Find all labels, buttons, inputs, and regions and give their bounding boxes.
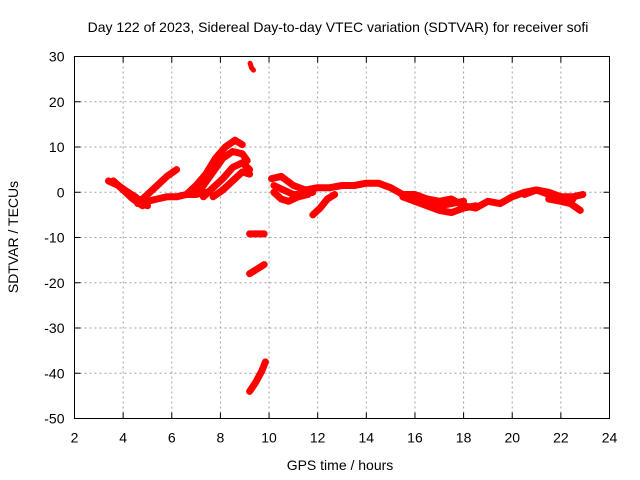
series-trace-early-3 xyxy=(134,166,181,208)
x-tick-label: 16 xyxy=(407,430,423,446)
grid xyxy=(74,56,610,419)
series-trace-midday-4 xyxy=(270,182,317,198)
series-trace-morning-4 xyxy=(209,168,254,201)
y-tick-label: -10 xyxy=(44,230,64,246)
series-trace-midday-3 xyxy=(309,191,339,219)
x-tick-label: 22 xyxy=(553,430,569,446)
x-tick-label: 2 xyxy=(71,430,79,446)
data-series xyxy=(105,60,587,395)
x-tick-label: 20 xyxy=(504,430,520,446)
x-axis-label: GPS time / hours xyxy=(287,457,394,473)
y-tick-label: -50 xyxy=(44,411,64,427)
x-tick-label: 18 xyxy=(456,430,472,446)
series-trace-morning-2 xyxy=(190,148,251,198)
series-trace-morning-1 xyxy=(182,136,246,198)
y-tick-label: -40 xyxy=(44,365,64,381)
y-tick-label: 30 xyxy=(49,49,65,65)
x-tick-label: 6 xyxy=(168,430,176,446)
y-tick-label: 10 xyxy=(49,139,65,155)
y-tick-label: 20 xyxy=(49,94,65,110)
series-trace-late-1 xyxy=(545,195,584,214)
x-tick-label: 14 xyxy=(359,430,375,446)
axis-ticks xyxy=(74,56,610,419)
series-outlier-minus17 xyxy=(246,261,268,278)
x-tick-labels: 2 4 6 8 10 12 14 16 18 20 22 24 xyxy=(71,430,618,446)
chart-title: Day 122 of 2023, Sidereal Day-to-day VTE… xyxy=(88,19,589,35)
x-tick-label: 12 xyxy=(310,430,326,446)
y-tick-label: -30 xyxy=(44,320,64,336)
series-outlier-high xyxy=(247,60,256,73)
y-tick-label: 0 xyxy=(57,184,65,200)
series-trace-late-2 xyxy=(520,186,577,203)
x-tick-label: 24 xyxy=(602,430,618,446)
series-trace-early-4 xyxy=(124,188,151,210)
y-tick-label: -20 xyxy=(44,275,64,291)
series-trace-morning-3 xyxy=(199,159,254,201)
series-outlier-minus40 xyxy=(246,358,269,395)
x-tick-label: 10 xyxy=(261,430,277,446)
x-tick-label: 4 xyxy=(119,430,127,446)
series-trace-afternoon-2 xyxy=(411,197,468,210)
x-tick-label: 8 xyxy=(217,430,225,446)
y-axis-label: SDTVAR / TECUs xyxy=(5,181,21,293)
y-tick-labels: -50 -40 -30 -20 -10 0 10 20 30 xyxy=(44,49,64,427)
